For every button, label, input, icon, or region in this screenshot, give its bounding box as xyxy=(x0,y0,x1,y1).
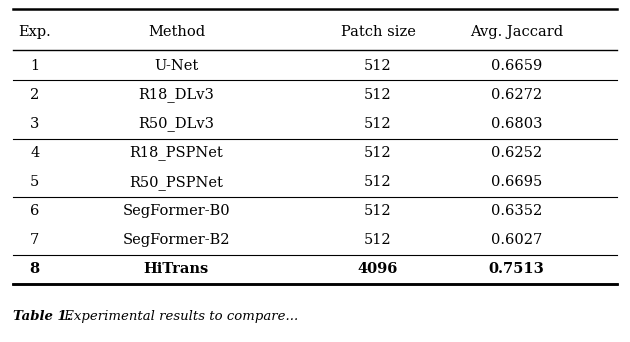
Text: R18_DLv3: R18_DLv3 xyxy=(139,88,214,102)
Text: 512: 512 xyxy=(364,233,392,247)
Text: Avg. Jaccard: Avg. Jaccard xyxy=(470,26,563,39)
Text: Method: Method xyxy=(148,26,205,39)
Text: 0.6695: 0.6695 xyxy=(491,175,542,189)
Text: 0.6252: 0.6252 xyxy=(491,146,542,160)
Text: Table 1.: Table 1. xyxy=(13,310,71,323)
Text: 1: 1 xyxy=(30,59,39,73)
Text: HiTrans: HiTrans xyxy=(144,262,209,276)
Text: 512: 512 xyxy=(364,88,392,102)
Text: 4096: 4096 xyxy=(358,262,398,276)
Text: 4: 4 xyxy=(30,146,39,160)
Text: R50_DLv3: R50_DLv3 xyxy=(139,117,214,131)
Text: U-Net: U-Net xyxy=(154,59,198,73)
Text: 7: 7 xyxy=(30,233,39,247)
Text: 512: 512 xyxy=(364,117,392,131)
Text: 512: 512 xyxy=(364,146,392,160)
Text: Exp.: Exp. xyxy=(18,26,51,39)
Text: 0.6027: 0.6027 xyxy=(491,233,542,247)
Text: SegFormer-B0: SegFormer-B0 xyxy=(123,204,230,218)
Text: R50_PSPNet: R50_PSPNet xyxy=(129,175,224,189)
Text: 0.7513: 0.7513 xyxy=(489,262,544,276)
Text: 0.6659: 0.6659 xyxy=(491,59,542,73)
Text: Experimental results to compare...: Experimental results to compare... xyxy=(60,310,298,323)
Text: 3: 3 xyxy=(30,117,39,131)
Text: 512: 512 xyxy=(364,204,392,218)
Text: 2: 2 xyxy=(30,88,39,102)
Text: 512: 512 xyxy=(364,175,392,189)
Text: 6: 6 xyxy=(30,204,39,218)
Text: R18_PSPNet: R18_PSPNet xyxy=(130,146,223,160)
Text: 0.6272: 0.6272 xyxy=(491,88,542,102)
Text: 0.6352: 0.6352 xyxy=(491,204,542,218)
Text: 512: 512 xyxy=(364,59,392,73)
Text: 0.6803: 0.6803 xyxy=(491,117,542,131)
Text: SegFormer-B2: SegFormer-B2 xyxy=(123,233,230,247)
Text: 5: 5 xyxy=(30,175,39,189)
Text: Patch size: Patch size xyxy=(341,26,415,39)
Text: 8: 8 xyxy=(30,262,40,276)
